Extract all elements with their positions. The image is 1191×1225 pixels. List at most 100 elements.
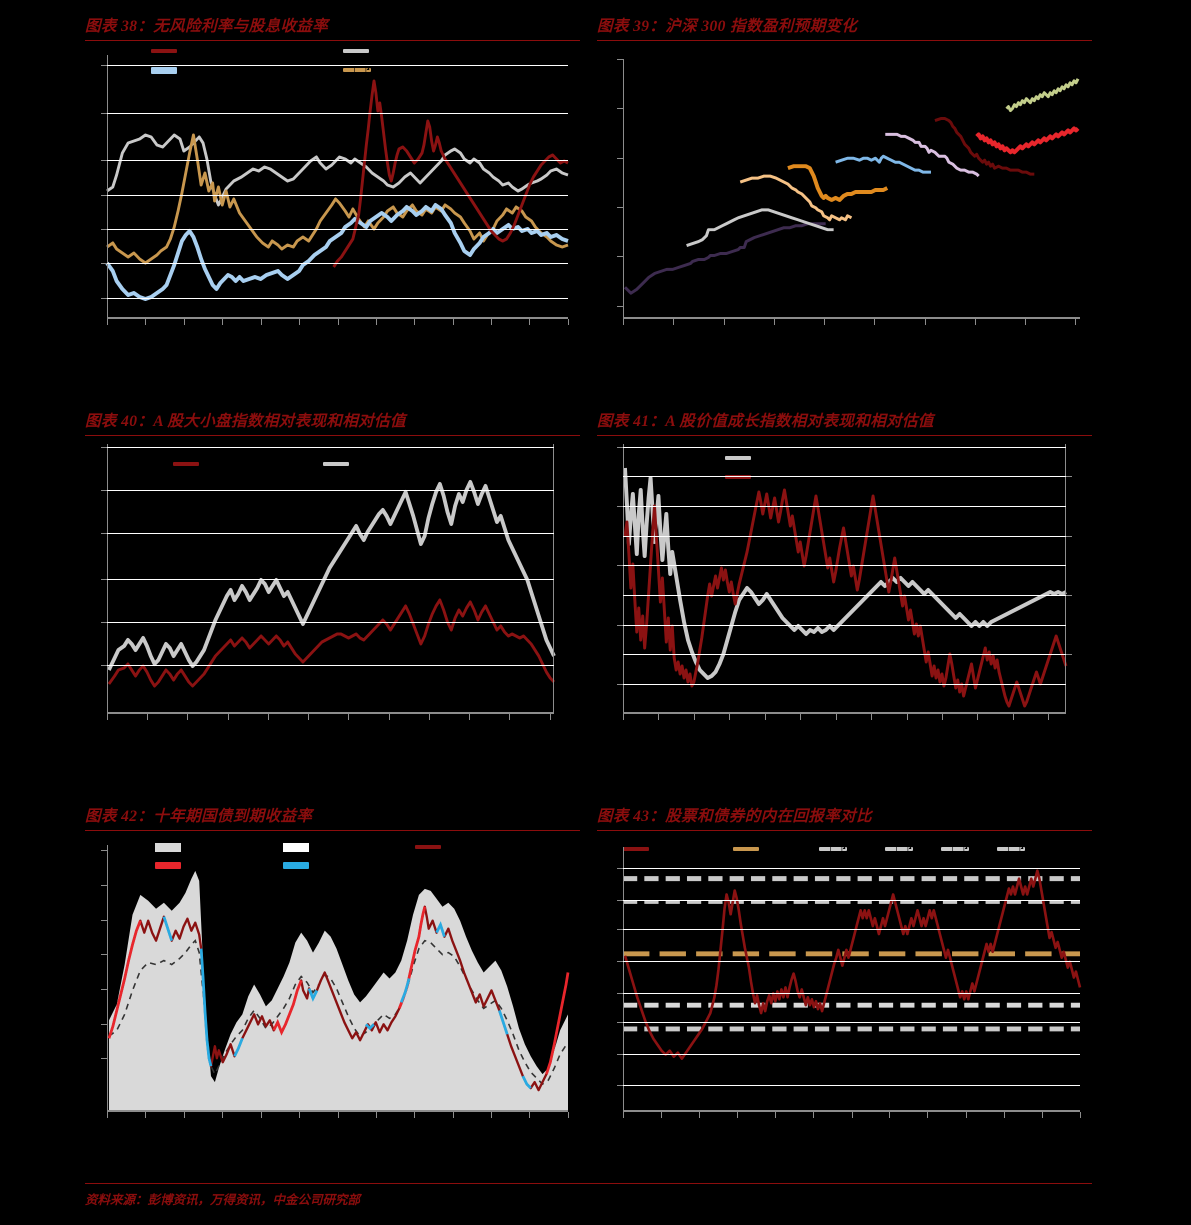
chart-43-series (623, 869, 1082, 1060)
y-tick-label: 150 (599, 300, 615, 311)
chart-38-title-rule (85, 39, 580, 41)
series-us-10y (105, 202, 569, 301)
chart-40-axes: 2.0 1.8 1.6 1.4 1.2 1.0 (86, 442, 556, 720)
footer-rule (85, 1183, 1092, 1184)
chart-39-title: 图表 39：沪深 300 指数盈利预期变化 (597, 18, 858, 35)
x-axis (107, 711, 554, 714)
series-dividend-yield (332, 79, 569, 268)
y-tick-label: 3.5 (86, 949, 99, 960)
y-tick-label: 7 (93, 60, 99, 71)
chart-panel-41: 图表 41：A 股价值成长指数相对表现和相对估值 价值/成长相对表现 价值/成长… (597, 413, 1092, 740)
y-tick-label: 2 (609, 955, 615, 966)
highlight-break-down (307, 987, 319, 1002)
highlight-break-down (233, 1037, 244, 1057)
y-tick-label: 4.0 (86, 914, 99, 925)
series-2021E (1005, 77, 1080, 112)
y-tick-label: 2.5 (86, 1018, 99, 1029)
y-tick-label: 3 (93, 224, 99, 235)
page-footer: 资料来源：彭博资讯，万得资讯，中金公司研究部 (85, 1183, 1092, 1208)
y-tick-label: 3 (609, 923, 615, 934)
y-tick-label: 3.0 (86, 983, 99, 994)
series-2013E (623, 222, 826, 295)
y-tick-label: 1.4 (86, 573, 99, 584)
y-tick-label: 2 (93, 258, 99, 269)
legend-swatch-dividend-yield (151, 49, 177, 54)
y-tick-label: 1.0 (86, 660, 99, 671)
chart-38-axes: 7 6 5 4 3 2 1 (94, 54, 569, 325)
chart-panel-42: 图表 42：十年期国债到期收益率 波动区间 均值 十年期国债收益率 上破 (85, 808, 580, 1140)
highlight-break-down (199, 948, 213, 1067)
series-yield-10y (107, 905, 570, 1092)
chart-39-series (623, 77, 1080, 295)
highlight-break-up (545, 972, 570, 1075)
x-axis (107, 316, 568, 319)
chart-panel-43: 图表 43：股票和债券的内在回报率对比 股债回报率差（股息率-国债收益率） 均值… (597, 808, 1092, 1140)
highlight-break-up (107, 920, 142, 1039)
band-mean-dashed (108, 938, 569, 1085)
series-value-growth-performance (623, 467, 1067, 680)
chart-43-title: 图表 43：股票和债券的内在回报率对比 (597, 808, 872, 825)
y-tick-label: 6 (93, 107, 99, 118)
chart-38-series (105, 79, 569, 301)
series-2014E (686, 208, 834, 247)
y-axis-left (623, 443, 624, 714)
y-tick-label: 2.0 (86, 441, 99, 452)
chart-39-axes: 400 350 300 250 200 150 (600, 54, 1080, 325)
y-tick-label: 0.9 (602, 500, 615, 511)
y-tick-label: 4 (93, 189, 99, 200)
y-axis (623, 846, 624, 1112)
y-tick-label: 1.6 (86, 527, 99, 538)
legend-swatch-cn-10y (343, 49, 369, 54)
y-tick-label: 5 (609, 863, 615, 873)
y-tick-label: 1 (609, 987, 615, 998)
chart-38-plot-area: 沪深300股息率 中国10年期国债收益率 美国10年期国债收益率 中美利差 (85, 44, 580, 345)
series-value-growth-valuation (623, 488, 1068, 708)
y-tick-label: 4.5 (86, 879, 99, 890)
y-tick-label: 0.3 (602, 679, 615, 690)
series-2018E (885, 132, 980, 177)
chart-40-title-rule (85, 434, 580, 436)
x-axis (623, 1109, 1080, 1112)
y-axis (107, 54, 108, 319)
series-2015E (739, 174, 853, 222)
series-2019E (934, 116, 1035, 176)
series-relative-valuation (107, 598, 556, 688)
y-tick-label: 0 (609, 1016, 615, 1027)
chart-43-plot-area: 股债回报率差（股息率-国债收益率） 均值 +1倍标准差 -1倍标准差 +2倍标准… (597, 834, 1092, 1140)
y-tick-label: 5.0 (86, 845, 99, 856)
chart-39-title-rule (597, 39, 1092, 41)
highlight-break-down (399, 977, 411, 1003)
x-axis (623, 711, 1066, 714)
chart-41-series (623, 467, 1068, 708)
series-2017E (835, 154, 931, 174)
y-axis (623, 58, 624, 319)
y-tick-label: -2 (606, 1080, 615, 1091)
chart-42-plot-area: 波动区间 均值 十年期国债收益率 上破区间 下破区间 (85, 834, 580, 1140)
chart-41-title: 图表 41：A 股价值成长指数相对表现和相对估值 (597, 413, 934, 430)
series-spread (106, 133, 569, 265)
chart-41-axes: 1.1 0.9 0.7 0.5 0.3 (602, 442, 1072, 720)
y-tick-label: 1.1 (602, 441, 615, 452)
x-axis (107, 1109, 568, 1112)
chart-panel-38: 图表 38：无风险利率与股息收益率 沪深300股息率 中国10年期国债收益率 美… (85, 18, 580, 345)
chart-43-axes: 5 4 3 2 1 0 -1 -2 (607, 846, 1082, 1118)
y-tick-label: 5 (93, 155, 99, 166)
x-axis (623, 316, 1080, 319)
highlight-break-down (364, 1023, 375, 1031)
y-tick-label: 4 (609, 894, 615, 905)
series-equity-bond-spread (623, 869, 1082, 1060)
highlight-break-down (435, 920, 446, 937)
y-tick-label: 1.2 (86, 617, 99, 627)
y-tick-label: 350 (599, 103, 615, 114)
chart-39-plot-area: 400 350 300 250 200 150 (597, 44, 1092, 345)
y-tick-label: 1 (93, 292, 99, 303)
source-label: 资料来源：彭博资讯，万得资讯，中金公司研究部 (85, 1193, 361, 1207)
chart-42-axes: 5.0 4.5 4.0 3.5 3.0 2.5 2.0 (86, 844, 570, 1118)
chart-40-series (107, 479, 556, 688)
chart-40-title: 图表 40：A 股大小盘指数相对表现和相对估值 (85, 413, 406, 430)
y-tick-label: 2.0 (86, 1053, 99, 1064)
y-axis (107, 844, 108, 1112)
chart-40-plot-area: 沪深300/中证500相对估值（右轴） 沪深300/中证500相对表现 (85, 439, 580, 740)
y-tick-label: 300 (599, 152, 615, 163)
